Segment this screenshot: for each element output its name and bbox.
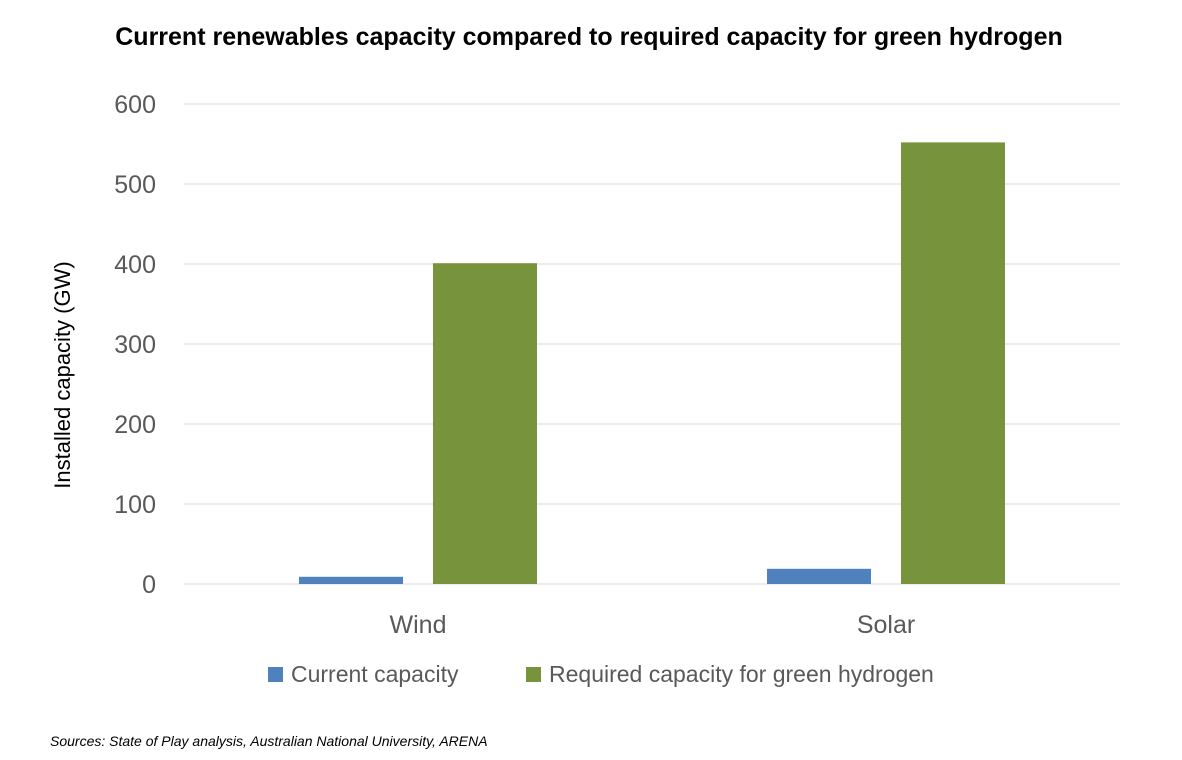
y-tick-label: 500 xyxy=(114,171,156,199)
y-tick-label: 300 xyxy=(114,331,156,359)
x-tick-label: Wind xyxy=(390,611,447,639)
bar-solar-0 xyxy=(767,568,871,584)
x-tick-label: Solar xyxy=(857,611,915,639)
y-tick-label: 0 xyxy=(142,571,156,599)
chart-title: Current renewables capacity compared to … xyxy=(115,23,1063,51)
bar-solar-1 xyxy=(901,142,1005,584)
y-tick-label: 100 xyxy=(114,491,156,519)
y-axis-label: Installed capacity (GW) xyxy=(50,261,75,488)
legend-swatch xyxy=(268,667,283,682)
source-note: Sources: State of Play analysis, Austral… xyxy=(50,733,488,749)
legend-label: Required capacity for green hydrogen xyxy=(549,661,934,687)
legend-label: Current capacity xyxy=(291,661,459,687)
y-tick-label: 400 xyxy=(114,251,156,279)
bar-wind-0 xyxy=(299,576,403,584)
bar-wind-1 xyxy=(433,263,537,584)
legend-swatch xyxy=(526,667,541,682)
y-tick-label: 200 xyxy=(114,411,156,439)
y-tick-label: 600 xyxy=(114,91,156,119)
